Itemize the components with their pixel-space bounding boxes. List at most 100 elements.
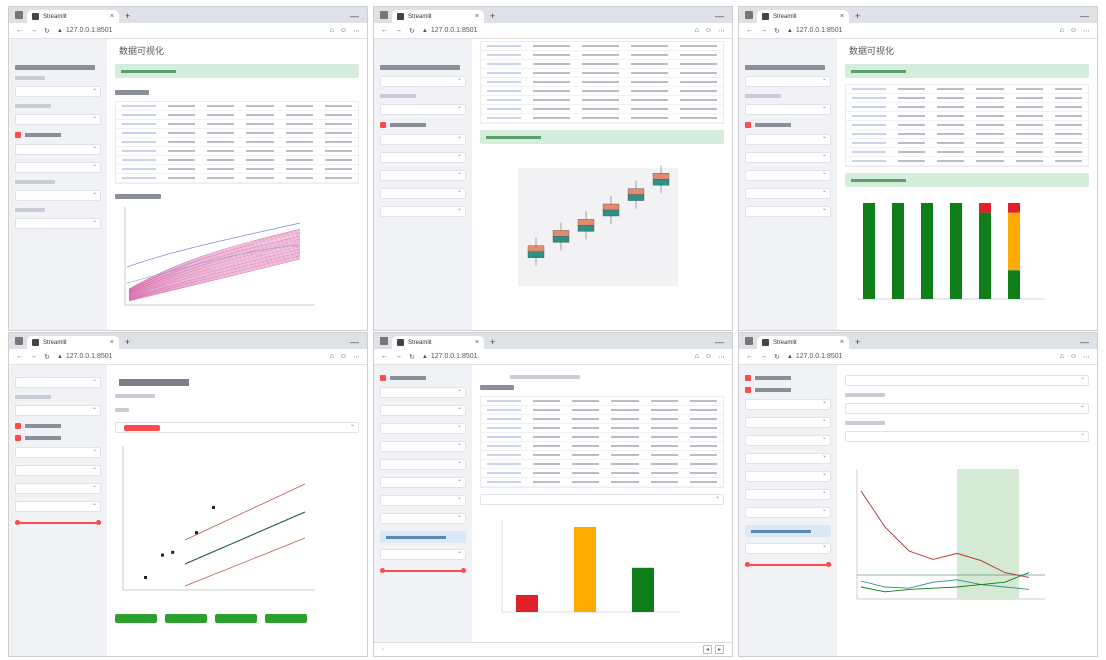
- box-upper[interactable]: [652, 173, 670, 180]
- sidebar-select[interactable]: [745, 103, 831, 115]
- profile-icon[interactable]: ☺: [1069, 26, 1077, 34]
- series-line[interactable]: [860, 572, 1030, 593]
- stacked-bar-segment[interactable]: [950, 203, 962, 299]
- main-select[interactable]: [480, 493, 724, 505]
- sidebar-select[interactable]: [745, 542, 831, 554]
- tab-close-button[interactable]: ×: [474, 339, 479, 346]
- sidebar-select[interactable]: [15, 482, 101, 494]
- series-line[interactable]: [860, 490, 1030, 578]
- profile-icon[interactable]: ☺: [339, 352, 347, 360]
- sidebar-select[interactable]: [380, 151, 466, 163]
- sidebar-select[interactable]: [745, 151, 831, 163]
- sidebar-select[interactable]: [745, 506, 831, 518]
- new-tab-button[interactable]: +: [855, 11, 861, 21]
- browser-tab[interactable]: Streamlit ×: [757, 336, 849, 349]
- bar-chart[interactable]: [480, 512, 685, 622]
- tab-close-button[interactable]: ×: [839, 13, 844, 20]
- tab-close-button[interactable]: ×: [109, 13, 114, 20]
- sidebar-select[interactable]: [380, 386, 466, 398]
- stacked-bar-segment[interactable]: [921, 203, 933, 299]
- window-minimize-button[interactable]: —: [715, 337, 724, 347]
- sidebar-select[interactable]: [380, 440, 466, 452]
- profile-icon[interactable]: ☺: [1069, 352, 1077, 360]
- sidebar-select[interactable]: [15, 113, 101, 125]
- window-minimize-button[interactable]: —: [1080, 11, 1089, 21]
- sidebar-select[interactable]: [745, 187, 831, 199]
- sidebar-select[interactable]: [15, 376, 101, 388]
- reload-icon[interactable]: ↻: [774, 27, 780, 35]
- extensions-icon[interactable]: ⌂: [329, 26, 334, 34]
- sidebar-select[interactable]: [745, 398, 831, 410]
- browser-tab[interactable]: Streamlit ×: [27, 336, 119, 349]
- url-field[interactable]: ▲ 127.0.0.1:8501: [56, 27, 113, 34]
- sidebar-select[interactable]: [15, 500, 101, 512]
- sidebar-select[interactable]: [745, 169, 831, 181]
- sidebar-toggle-icon[interactable]: [745, 11, 753, 19]
- box-upper[interactable]: [527, 245, 545, 253]
- sidebar-select[interactable]: [15, 404, 101, 416]
- action-button[interactable]: [115, 614, 157, 623]
- box-lower[interactable]: [627, 194, 645, 201]
- sidebar-toggle-icon[interactable]: [380, 337, 388, 345]
- tab-close-button[interactable]: ×: [109, 339, 114, 346]
- sidebar-checkbox[interactable]: [15, 423, 101, 429]
- sidebar-select[interactable]: [745, 434, 831, 446]
- sidebar-checkbox[interactable]: [380, 375, 466, 381]
- new-tab-button[interactable]: +: [125, 337, 131, 347]
- sidebar-range-slider[interactable]: [15, 520, 101, 525]
- data-table[interactable]: [845, 84, 1089, 167]
- sidebar-select[interactable]: [745, 416, 831, 428]
- reload-icon[interactable]: ↻: [44, 353, 50, 361]
- url-field[interactable]: ▲ 127.0.0.1:8501: [786, 353, 843, 360]
- menu-icon[interactable]: ⋯: [353, 27, 360, 35]
- sidebar-checkbox[interactable]: [745, 387, 831, 393]
- sidebar-select[interactable]: [380, 422, 466, 434]
- multiselect[interactable]: [115, 421, 359, 433]
- sidebar-select[interactable]: [380, 458, 466, 470]
- window-minimize-button[interactable]: —: [350, 337, 359, 347]
- box-lower[interactable]: [652, 179, 670, 186]
- sidebar-select[interactable]: [745, 205, 831, 217]
- tab-close-button[interactable]: ×: [839, 339, 844, 346]
- new-tab-button[interactable]: +: [855, 337, 861, 347]
- next-page-button[interactable]: ▸: [715, 645, 724, 654]
- sidebar-checkbox[interactable]: [745, 375, 831, 381]
- sidebar-select[interactable]: [15, 464, 101, 476]
- forward-icon[interactable]: →: [395, 353, 402, 360]
- new-tab-button[interactable]: +: [490, 11, 496, 21]
- browser-tab[interactable]: Streamlit ×: [392, 336, 484, 349]
- box-lower[interactable]: [602, 209, 620, 217]
- multi-line-chart[interactable]: [845, 449, 1050, 619]
- action-button[interactable]: [265, 614, 307, 623]
- sidebar-select[interactable]: [15, 446, 101, 458]
- forward-icon[interactable]: →: [760, 353, 767, 360]
- stacked-bar-chart[interactable]: [845, 193, 1050, 311]
- data-table[interactable]: [115, 101, 359, 184]
- reload-icon[interactable]: ↻: [409, 27, 415, 35]
- forward-icon[interactable]: →: [395, 27, 402, 34]
- url-field[interactable]: ▲ 127.0.0.1:8501: [786, 27, 843, 34]
- box-upper[interactable]: [552, 230, 570, 237]
- box-upper[interactable]: [602, 203, 620, 211]
- back-icon[interactable]: ←: [381, 353, 388, 360]
- sidebar-select[interactable]: [380, 103, 466, 115]
- scatter-point[interactable]: [171, 550, 175, 554]
- profile-icon[interactable]: ☺: [704, 352, 712, 360]
- reload-icon[interactable]: ↻: [44, 27, 50, 35]
- sidebar-select[interactable]: [380, 476, 466, 488]
- box-lower[interactable]: [577, 225, 595, 232]
- sidebar-select[interactable]: [15, 161, 101, 173]
- series-line[interactable]: [860, 579, 1030, 590]
- extensions-icon[interactable]: ⌂: [694, 352, 699, 360]
- prev-page-button[interactable]: ◂: [703, 645, 712, 654]
- action-button[interactable]: [215, 614, 257, 623]
- sidebar-select[interactable]: [380, 404, 466, 416]
- reload-icon[interactable]: ↻: [774, 353, 780, 361]
- menu-icon[interactable]: ⋯: [718, 27, 725, 35]
- sidebar-select[interactable]: [745, 133, 831, 145]
- url-field[interactable]: ▲ 127.0.0.1:8501: [421, 353, 478, 360]
- sidebar-toggle-icon[interactable]: [15, 11, 23, 19]
- browser-tab[interactable]: Streamlit ×: [392, 10, 484, 23]
- sidebar-select[interactable]: [380, 133, 466, 145]
- scatter-point[interactable]: [212, 506, 215, 509]
